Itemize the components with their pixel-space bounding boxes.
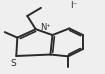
Text: I⁻: I⁻ bbox=[70, 1, 77, 10]
Text: S: S bbox=[10, 59, 16, 68]
Text: N⁺: N⁺ bbox=[40, 23, 51, 32]
